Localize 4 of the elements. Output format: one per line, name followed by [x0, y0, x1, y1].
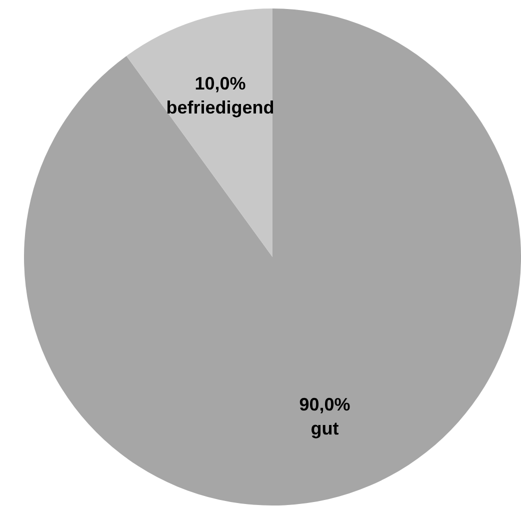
data-label: 90,0% [299, 394, 350, 415]
slice-label: gut [310, 418, 339, 439]
data-label: 10,0% [194, 73, 246, 94]
slice-label: befriedigend [166, 97, 274, 118]
